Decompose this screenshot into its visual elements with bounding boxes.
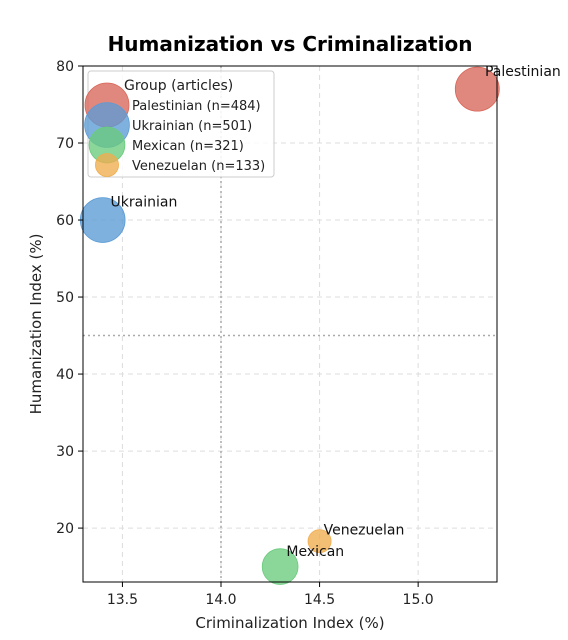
plot-frame [82, 65, 498, 583]
bubble-palestinian [454, 66, 500, 112]
annotation-mexican: Mexican [286, 544, 344, 560]
x-tick-label: 14.0 [205, 592, 236, 608]
y-axis-label: Humanization Index (%) [27, 234, 45, 415]
bubble-mexican [261, 548, 299, 585]
annotation-venezuelan: Venezuelan [324, 522, 405, 538]
bubbles [79, 66, 500, 585]
y-tick-label: 30 [56, 444, 74, 460]
x-tick-label: 14.5 [304, 592, 335, 608]
legend-label-mexican: Mexican (n=321) [132, 139, 244, 154]
annotation-palestinian: Palestinian [485, 64, 561, 80]
legend: Group (articles) Palestinian (n=484) Ukrai… [84, 70, 275, 178]
legend-label-venezuelan: Venezuelan (n=133) [132, 159, 265, 174]
x-tick-label: 13.5 [107, 592, 138, 608]
legend-title: Group (articles) [124, 78, 233, 94]
y-tick-label: 70 [56, 136, 74, 152]
axis-ticks: 13.5 14.0 14.5 15.0 20 30 40 50 60 70 80 [56, 59, 434, 608]
legend-label-palestinian: Palestinian (n=484) [132, 99, 261, 114]
legend-label-ukrainian: Ukrainian (n=501) [132, 119, 252, 134]
y-tick-label: 80 [56, 59, 74, 75]
legend-marker-venezuelan [95, 153, 119, 177]
x-tick-label: 15.0 [403, 592, 434, 608]
y-tick-label: 20 [56, 521, 74, 537]
annotation-ukrainian: Ukrainian [111, 195, 178, 211]
y-tick-label: 60 [56, 213, 74, 229]
chart-title: Humanization vs Criminalization [108, 32, 473, 56]
point-annotations: Palestinian Ukrainian Mexican Venezuelan [111, 64, 561, 560]
x-axis-label: Criminalization Index (%) [195, 614, 384, 632]
bubble-venezuelan [307, 529, 332, 554]
y-tick-label: 50 [56, 290, 74, 306]
y-tick-label: 40 [56, 367, 74, 383]
